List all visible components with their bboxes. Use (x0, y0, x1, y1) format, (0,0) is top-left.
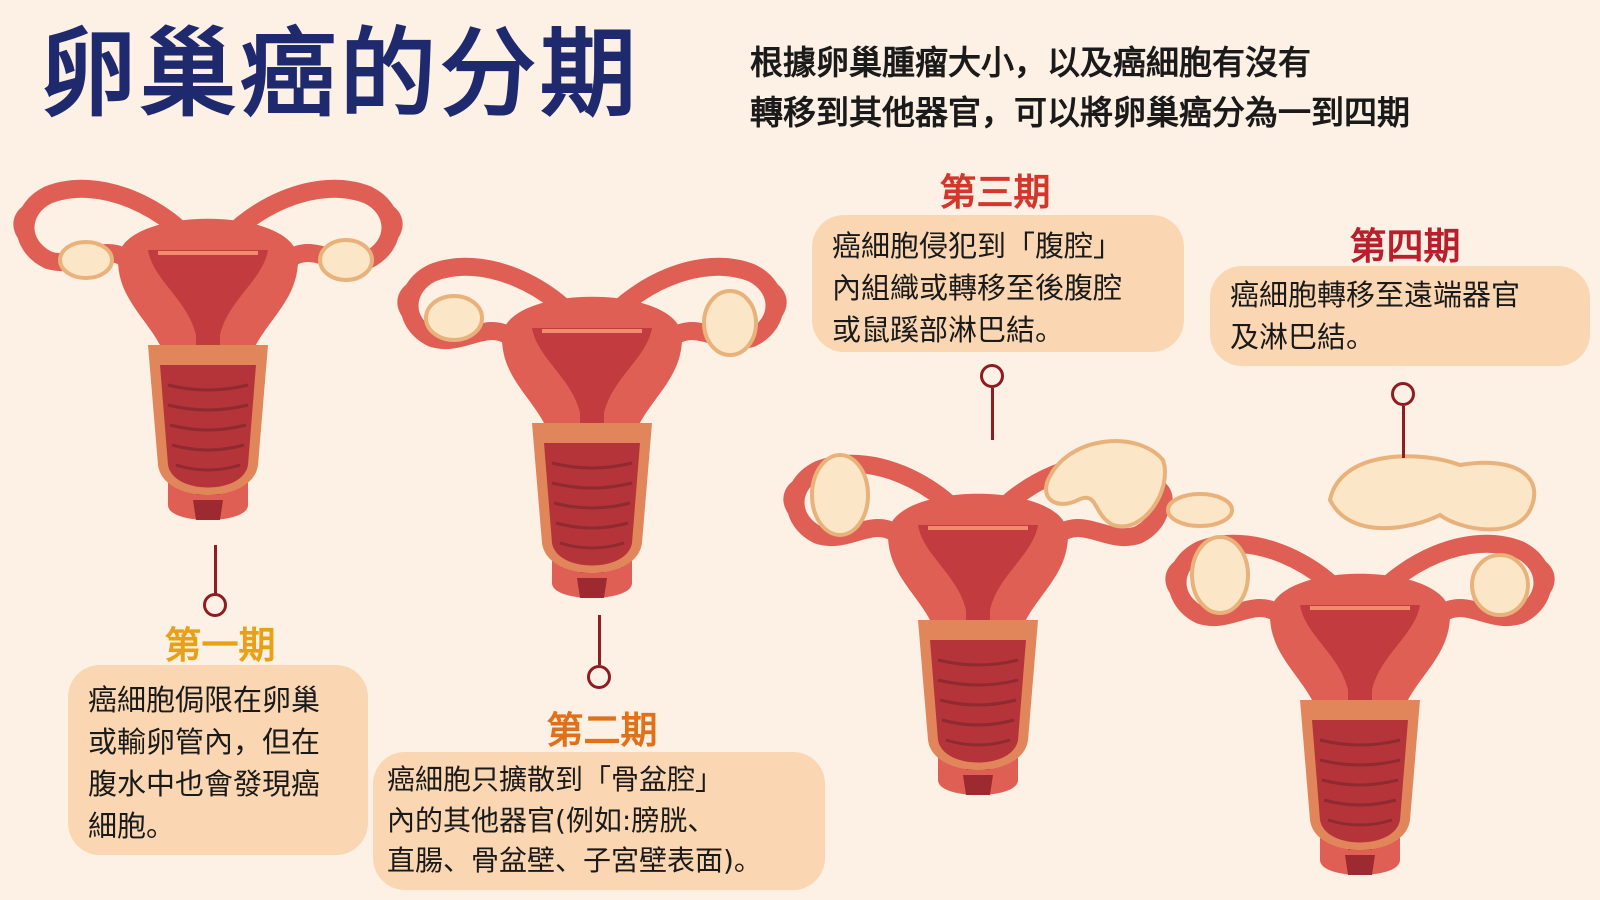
description-line: 內組織或轉移至後腹腔 (832, 271, 1123, 306)
connector-line (991, 388, 994, 440)
description-line: 及淋巴結。 (1230, 320, 1376, 355)
ovary-tumor (1190, 535, 1250, 615)
ovary-tumor (810, 453, 870, 537)
page-subtitle: 根據卵巢腫瘤大小，以及癌細胞有沒有 轉移到其他器官，可以將卵巢癌分為一到四期 (750, 38, 1580, 137)
connector-node (203, 593, 227, 617)
subtitle-line: 轉移到其他器官，可以將卵巢癌分為一到四期 (750, 92, 1410, 132)
description-line: 細胞。 (88, 809, 176, 844)
ovary-tumor (318, 238, 374, 282)
ovary-tumor (1470, 553, 1530, 617)
description-line: 癌細胞只擴散到「骨盆腔」 (387, 763, 724, 796)
uterus-illustration-stage-1 (8, 165, 408, 535)
ovary-tumor (58, 240, 114, 280)
spread-tumor (1166, 492, 1234, 528)
description-line: 直腸、骨盆壁、子宮壁表面)。 (387, 844, 762, 878)
description-line: 腹水中也會發現癌 (88, 767, 321, 802)
description-line: 或輸卵管內，但在 (88, 725, 321, 760)
subtitle-line: 根據卵巢腫瘤大小，以及癌細胞有沒有 (750, 43, 1311, 82)
uterus-illustration-stage-3 (778, 439, 1178, 810)
description-line: 癌細胞侵犯到「腹腔」 (832, 229, 1123, 263)
description-line: 癌細胞轉移至遠端器官 (1230, 278, 1521, 312)
connector-node (1391, 382, 1415, 406)
page-title: 卵巢癌的分期 (40, 18, 640, 130)
stage-3-label: 第三期 (939, 171, 1051, 214)
stage-2-description: 癌細胞只擴散到「骨盆腔」 內的其他器官(例如:膀胱、 直腸、骨盆壁、子宮壁表面)… (373, 752, 825, 890)
connector-line (1402, 406, 1405, 458)
connector-node (587, 665, 611, 689)
connector-line (598, 615, 601, 665)
stage-4-label: 第四期 (1349, 225, 1461, 268)
uterus-illustration-stage-2 (392, 243, 792, 613)
ovary-tumor (424, 294, 484, 342)
spread-tumor (1044, 439, 1167, 529)
connector-node (980, 364, 1004, 388)
stage-4-description: 癌細胞轉移至遠端器官 及淋巴結。 (1210, 266, 1590, 366)
stage-2-label: 第二期 (546, 709, 658, 752)
ovary-tumor (702, 289, 758, 357)
description-line: 內的其他器官(例如:膀胱、 (387, 803, 716, 837)
stage-1-description: 癌細胞侷限在卵巢 或輸卵管內，但在 腹水中也會發現癌 細胞。 (68, 665, 368, 855)
spread-tumor (1327, 454, 1537, 532)
description-line: 或鼠蹊部淋巴結。 (832, 313, 1065, 348)
description-line: 癌細胞侷限在卵巢 (88, 683, 321, 717)
uterus-illustration-stage-4 (1160, 454, 1560, 890)
stage-3-description: 癌細胞侵犯到「腹腔」 內組織或轉移至後腹腔 或鼠蹊部淋巴結。 (812, 215, 1184, 352)
stage-1-label: 第一期 (164, 624, 276, 667)
connector-line (214, 545, 217, 595)
